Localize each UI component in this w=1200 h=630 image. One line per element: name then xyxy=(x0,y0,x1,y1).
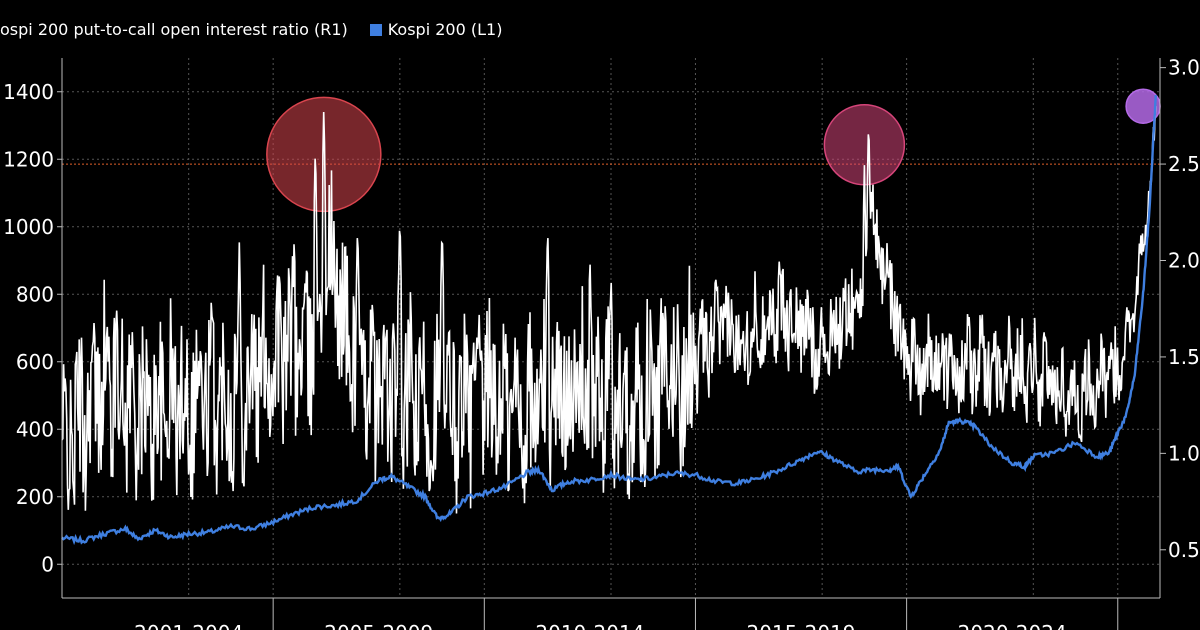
y-right-tick-label: 2.0 xyxy=(1168,249,1200,273)
y-left-tick-label: 1000 xyxy=(3,215,54,239)
highlight-circle xyxy=(266,96,382,213)
y-left-tick-label: 600 xyxy=(16,350,54,374)
y-left-tick-label: 200 xyxy=(16,485,54,509)
y-right-tick-label: 1.5 xyxy=(1168,345,1200,369)
series-line-kospi-200 xyxy=(61,95,1157,546)
legend: ospi 200 put-to-call open interest ratio… xyxy=(0,20,524,39)
legend-item-ratio: ospi 200 put-to-call open interest ratio… xyxy=(0,20,348,39)
y-right-tick-label: 2.5 xyxy=(1168,152,1200,176)
series-layer xyxy=(61,95,1157,546)
y-right-tick-label: 0.5 xyxy=(1168,538,1200,562)
x-tick-label: 2010-2014 xyxy=(535,621,644,630)
series-line-put-call-ratio xyxy=(61,106,1157,514)
highlight-circles xyxy=(266,88,1161,213)
y-left-tick-label: 400 xyxy=(16,417,54,441)
x-tick-label: 2015-2019 xyxy=(747,621,856,630)
y-right-tick-label: 3.0 xyxy=(1168,56,1200,80)
x-tick-label: 2020-2024 xyxy=(958,621,1067,630)
y-right-tick-label: 1.0 xyxy=(1168,441,1200,465)
legend-label-kospi: Kospi 200 (L1) xyxy=(387,20,503,39)
axes: 0 200 400 600 800 1000 1200 1400 0.5 1.0 1.5 2.0 2.5… xyxy=(3,56,1200,630)
legend-swatch-kospi xyxy=(369,23,382,36)
grid-lines xyxy=(62,58,1160,598)
y-left-tick-label: 800 xyxy=(16,282,54,306)
y-left-tick-label: 1200 xyxy=(3,147,54,171)
legend-label-ratio: ospi 200 put-to-call open interest ratio… xyxy=(0,20,348,39)
legend-item-kospi: Kospi 200 (L1) xyxy=(369,20,503,39)
x-tick-label: 2005-2009 xyxy=(324,621,433,630)
y-left-tick-label: 1400 xyxy=(3,80,54,104)
y-left-tick-label: 0 xyxy=(41,552,54,576)
